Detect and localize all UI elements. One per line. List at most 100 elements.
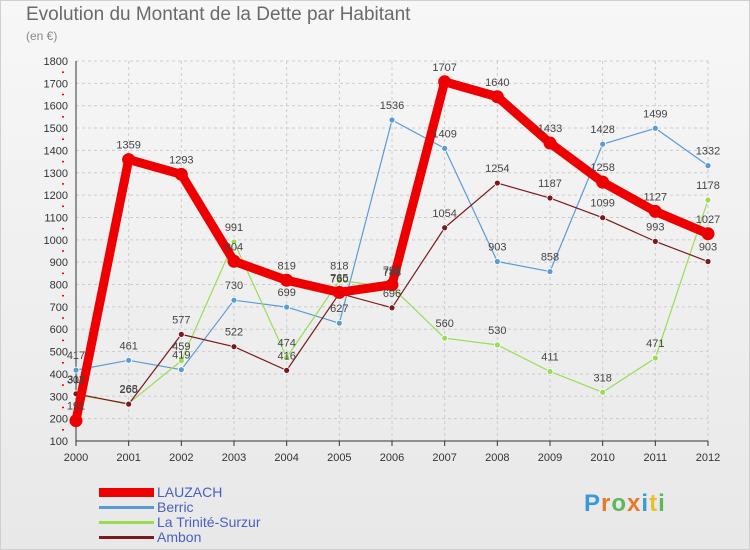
data-point [596,175,610,189]
data-label: 522 [225,327,243,339]
data-point [546,194,554,202]
legend-label: Berric [157,499,194,515]
x-tick-label: 2010 [590,452,614,464]
data-label: 858 [541,252,559,264]
legend-swatch [99,536,154,539]
y-tick-label: 500 [50,347,68,359]
legend-item: LAUZACH [99,485,260,500]
data-point [490,90,504,104]
data-label: 1409 [432,128,456,140]
y-tick-label: 600 [50,324,68,336]
y-tick-label: 1600 [44,101,68,113]
data-label: 696 [383,288,401,300]
data-label: 818 [330,261,348,273]
legend-item: La Trinité-Surzur [99,515,260,530]
data-point [174,167,188,181]
data-label: 1536 [380,100,404,112]
x-tick-label: 2001 [116,452,140,464]
logo-letter: i [641,490,650,517]
data-point [648,204,662,218]
data-point [599,214,607,222]
data-point [72,366,80,374]
x-tick-label: 2000 [64,452,88,464]
legend-label: LAUZACH [157,484,223,500]
proxiti-logo: Proxiti [584,490,666,518]
y-tick-label: 900 [50,257,68,269]
data-label: 471 [646,338,664,350]
logo-letter: x [627,490,642,517]
data-label: 268 [119,383,137,395]
data-point [125,356,133,364]
y-tick-label: 300 [50,391,68,403]
data-label: 311 [67,374,85,386]
data-label: 1254 [485,163,509,175]
data-point [651,354,659,362]
data-label: 1428 [590,124,614,136]
data-point [441,144,449,152]
data-point [125,400,133,408]
data-point [493,179,501,187]
data-point [651,124,659,132]
data-point [177,357,185,365]
data-point [493,341,501,349]
data-label: 993 [646,221,664,233]
data-label: 417 [67,350,85,362]
data-label: 799 [383,265,401,277]
data-point [546,268,554,275]
x-tick-label: 2008 [485,452,509,464]
data-point [701,227,715,241]
data-label: 1332 [696,146,720,158]
data-point [599,140,607,148]
data-label: 416 [277,350,295,362]
y-tick-label: 1400 [44,145,68,157]
logo-letter: P [584,490,602,517]
x-tick-label: 2005 [327,452,351,464]
data-point [438,75,452,89]
legend-label: La Trinité-Surzur [157,514,261,530]
legend-label: Ambon [157,529,202,545]
y-tick-label: 1800 [44,56,68,68]
data-label: 411 [541,351,559,363]
y-tick-label: 700 [50,302,68,314]
data-point [704,162,712,170]
data-point [122,153,136,167]
x-tick-label: 2003 [222,452,246,464]
data-point [280,273,294,287]
data-point [543,136,557,150]
chart-title: Evolution du Montant de la Dette par Hab… [26,4,411,25]
logo-letter: o [611,490,628,517]
data-point [599,388,607,396]
data-label: 627 [330,303,348,315]
axes: 1002003004005006007008009001000110012001… [44,56,721,464]
data-label: 991 [225,222,243,234]
data-point [227,254,241,268]
data-label: 560 [435,318,453,330]
legend-item: Berric [99,500,260,515]
data-label: 1178 [696,180,720,192]
data-label: 1054 [432,208,456,220]
data-label: 1027 [696,214,720,226]
data-point [283,303,291,311]
data-label: 699 [277,287,295,299]
x-tick-label: 2004 [274,452,298,464]
data-label: 760 [330,273,348,285]
data-label: 819 [277,260,295,272]
data-point [69,414,83,428]
y-tick-label: 1700 [44,78,68,90]
series-lines [69,75,715,428]
data-label: 1359 [116,140,140,152]
data-point [651,237,659,245]
data-point [230,343,238,351]
data-point [177,366,185,374]
y-tick-label: 200 [50,414,68,426]
logo-letter: t [649,490,659,517]
legend-swatch [99,521,154,524]
data-label: 265 [119,384,137,396]
data-label: 191 [67,401,85,413]
data-point [704,258,712,265]
x-tick-label: 2006 [380,452,404,464]
x-tick-label: 2002 [169,452,193,464]
data-label: 318 [593,372,611,384]
chart-subtitle: (en €) [26,29,58,43]
